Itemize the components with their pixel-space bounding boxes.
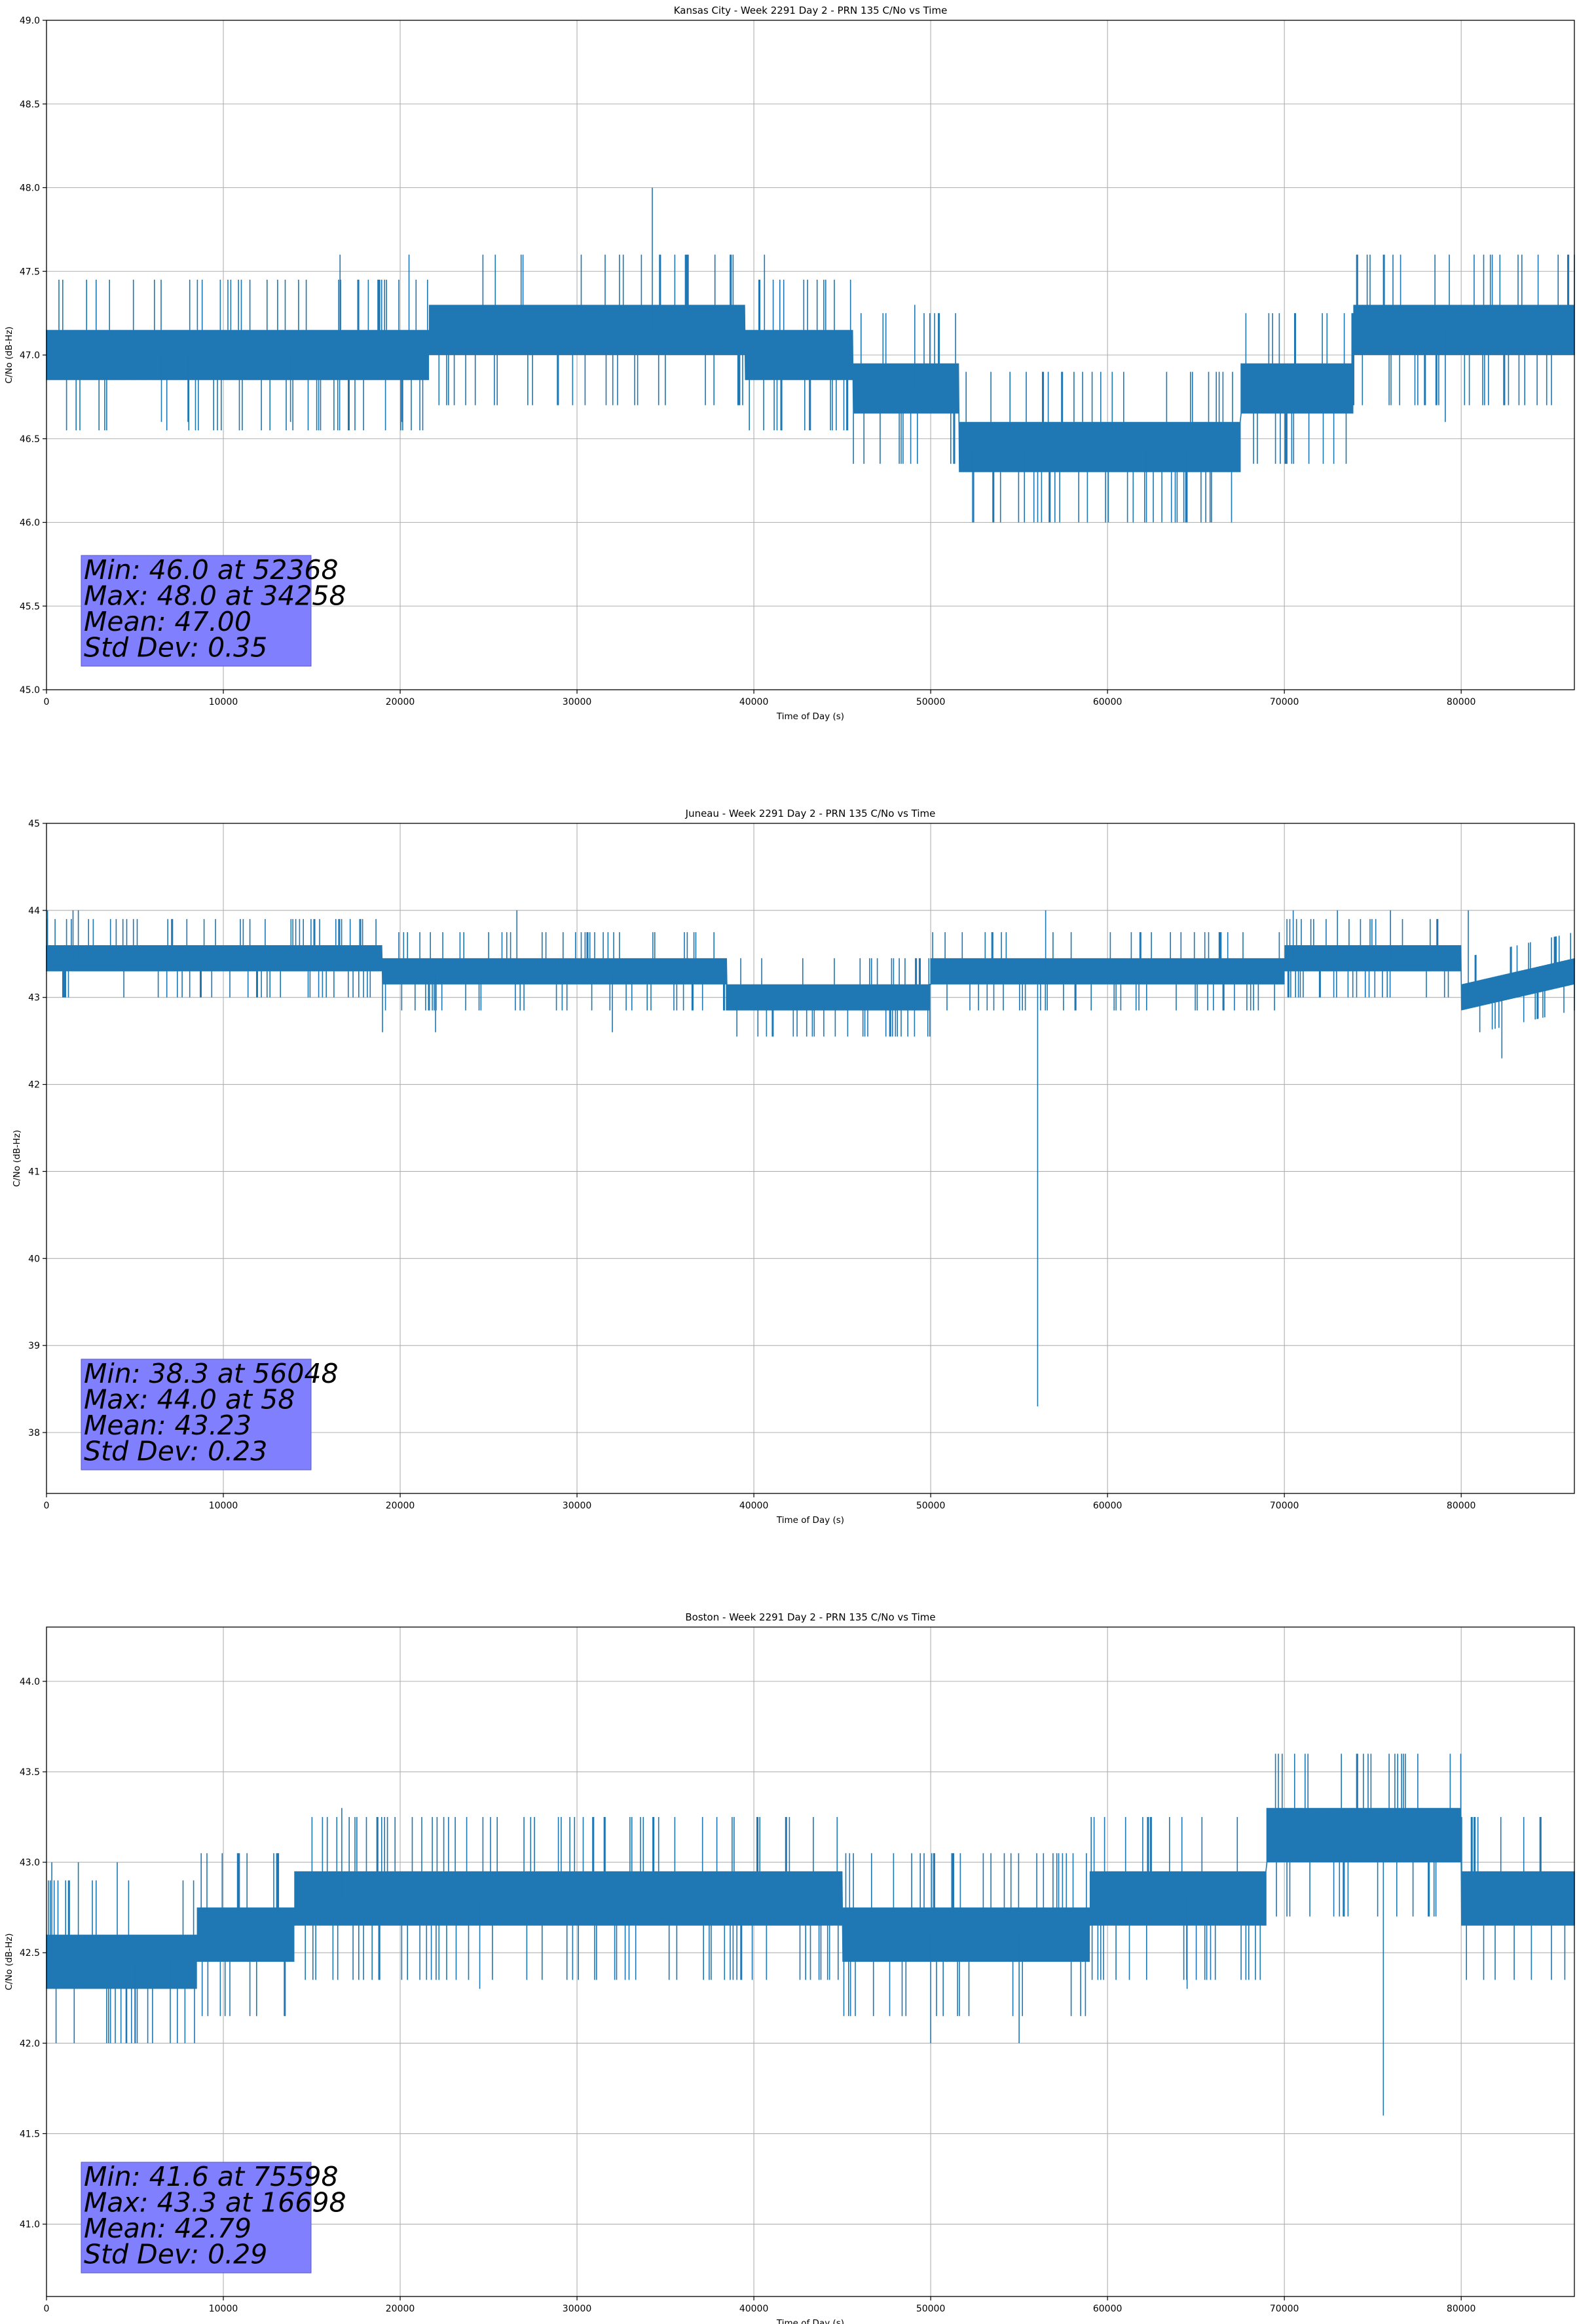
y-tick-label: 48.0 [20, 183, 40, 194]
chart-title: Boston - Week 2291 Day 2 - PRN 135 C/No … [685, 1611, 935, 1623]
y-tick-label: 44.0 [20, 1677, 40, 1687]
x-tick-label: 70000 [1270, 1501, 1299, 1511]
stats-line: Std Dev: 0.35 [84, 632, 267, 664]
x-tick-label: 50000 [916, 1501, 946, 1511]
x-tick-label: 40000 [739, 2304, 769, 2314]
x-tick-label: 0 [44, 1501, 50, 1511]
x-tick-label: 40000 [739, 697, 769, 707]
cno-series-line [46, 1753, 1575, 2044]
y-tick-label: 44 [28, 906, 40, 916]
x-axis-label: Time of Day (s) [776, 711, 844, 722]
stats-line: Mean: 42.79 [84, 2213, 251, 2244]
y-tick-label: 47.0 [20, 350, 40, 361]
x-tick-label: 10000 [209, 697, 238, 707]
stats-line: Min: 46.0 at 52368 [84, 554, 339, 586]
stats-line: Mean: 47.00 [84, 606, 251, 637]
x-tick-label: 30000 [563, 2304, 592, 2314]
x-tick-label: 50000 [916, 2304, 946, 2314]
y-tick-label: 45 [28, 819, 40, 829]
y-tick-label: 41.5 [20, 2129, 40, 2139]
y-tick-label: 40 [28, 1254, 40, 1264]
x-tick-label: 60000 [1093, 1501, 1122, 1511]
x-tick-label: 40000 [739, 1501, 769, 1511]
y-tick-label: 41 [28, 1167, 40, 1177]
stats-line: Std Dev: 0.23 [84, 1436, 267, 1467]
x-tick-label: 80000 [1447, 1501, 1476, 1511]
stats-line: Max: 43.3 at 16698 [84, 2187, 346, 2219]
stats-line: Min: 38.3 at 56048 [84, 1358, 339, 1389]
stats-box [81, 555, 312, 667]
stats-line: Max: 48.0 at 34258 [84, 580, 346, 612]
y-tick-label: 43.0 [20, 1858, 40, 1868]
x-tick-label: 20000 [386, 697, 415, 707]
chart-title: Kansas City - Week 2291 Day 2 - PRN 135 … [674, 5, 948, 16]
y-tick-label: 38 [28, 1428, 40, 1438]
x-axis-label: Time of Day (s) [776, 2318, 844, 2324]
y-tick-label: 47.5 [20, 267, 40, 277]
stats-line: Mean: 43.23 [84, 1410, 251, 1441]
y-tick-label: 42.0 [20, 2038, 40, 2049]
y-tick-label: 45.5 [20, 601, 40, 612]
x-tick-label: 60000 [1093, 2304, 1122, 2314]
y-tick-label: 42 [28, 1080, 40, 1091]
y-tick-label: 39 [28, 1341, 40, 1351]
x-tick-label: 30000 [563, 697, 592, 707]
stats-line: Min: 41.6 at 75598 [84, 2161, 339, 2192]
stats-line: Max: 44.0 at 58 [84, 1384, 295, 1415]
x-tick-label: 10000 [209, 2304, 238, 2314]
x-tick-label: 80000 [1447, 2304, 1476, 2314]
x-axis-label: Time of Day (s) [776, 1515, 844, 1526]
x-tick-label: 80000 [1447, 697, 1476, 707]
x-tick-label: 30000 [563, 1501, 592, 1511]
stats-line: Std Dev: 0.29 [84, 2239, 267, 2270]
x-tick-label: 20000 [386, 1501, 415, 1511]
x-tick-label: 70000 [1270, 2304, 1299, 2314]
chart-panel-1: 0 10000 20000 30000 40000 50000 60000 70000 8000… [12, 808, 1575, 1526]
y-tick-label: 41.0 [20, 2220, 40, 2230]
chart-panel-2: 0 10000 20000 30000 40000 50000 60000 70000 8000… [4, 1611, 1575, 2324]
y-axis-label: C/No (dB-Hz) [4, 1933, 14, 1990]
cno-series-line [46, 919, 1575, 1037]
x-tick-label: 70000 [1270, 697, 1299, 707]
axes-frame [46, 823, 1575, 1494]
y-tick-label: 46.5 [20, 434, 40, 445]
cno-series-line [46, 254, 1575, 523]
stats-box [81, 2162, 312, 2274]
x-tick-label: 0 [44, 2304, 50, 2314]
y-axis-label: C/No (dB-Hz) [12, 1130, 22, 1187]
stats-box [81, 1359, 312, 1471]
x-tick-label: 50000 [916, 697, 946, 707]
y-tick-label: 42.5 [20, 1948, 40, 1959]
x-tick-label: 20000 [386, 2304, 415, 2314]
y-tick-label: 46.0 [20, 518, 40, 529]
y-tick-label: 49.0 [20, 16, 40, 26]
x-tick-label: 60000 [1093, 697, 1122, 707]
y-tick-label: 48.5 [20, 100, 40, 110]
x-tick-label: 10000 [209, 1501, 238, 1511]
chart-panel-0: 0 10000 20000 30000 40000 50000 60000 70000 8000… [4, 5, 1575, 722]
y-axis-label: C/No (dB-Hz) [4, 326, 14, 383]
chart-title: Juneau - Week 2291 Day 2 - PRN 135 C/No … [685, 808, 936, 819]
x-tick-label: 0 [44, 697, 50, 707]
y-tick-label: 45.0 [20, 685, 40, 696]
y-tick-label: 43 [28, 993, 40, 1003]
axes-frame [46, 1626, 1575, 2297]
y-tick-label: 43.5 [20, 1767, 40, 1778]
